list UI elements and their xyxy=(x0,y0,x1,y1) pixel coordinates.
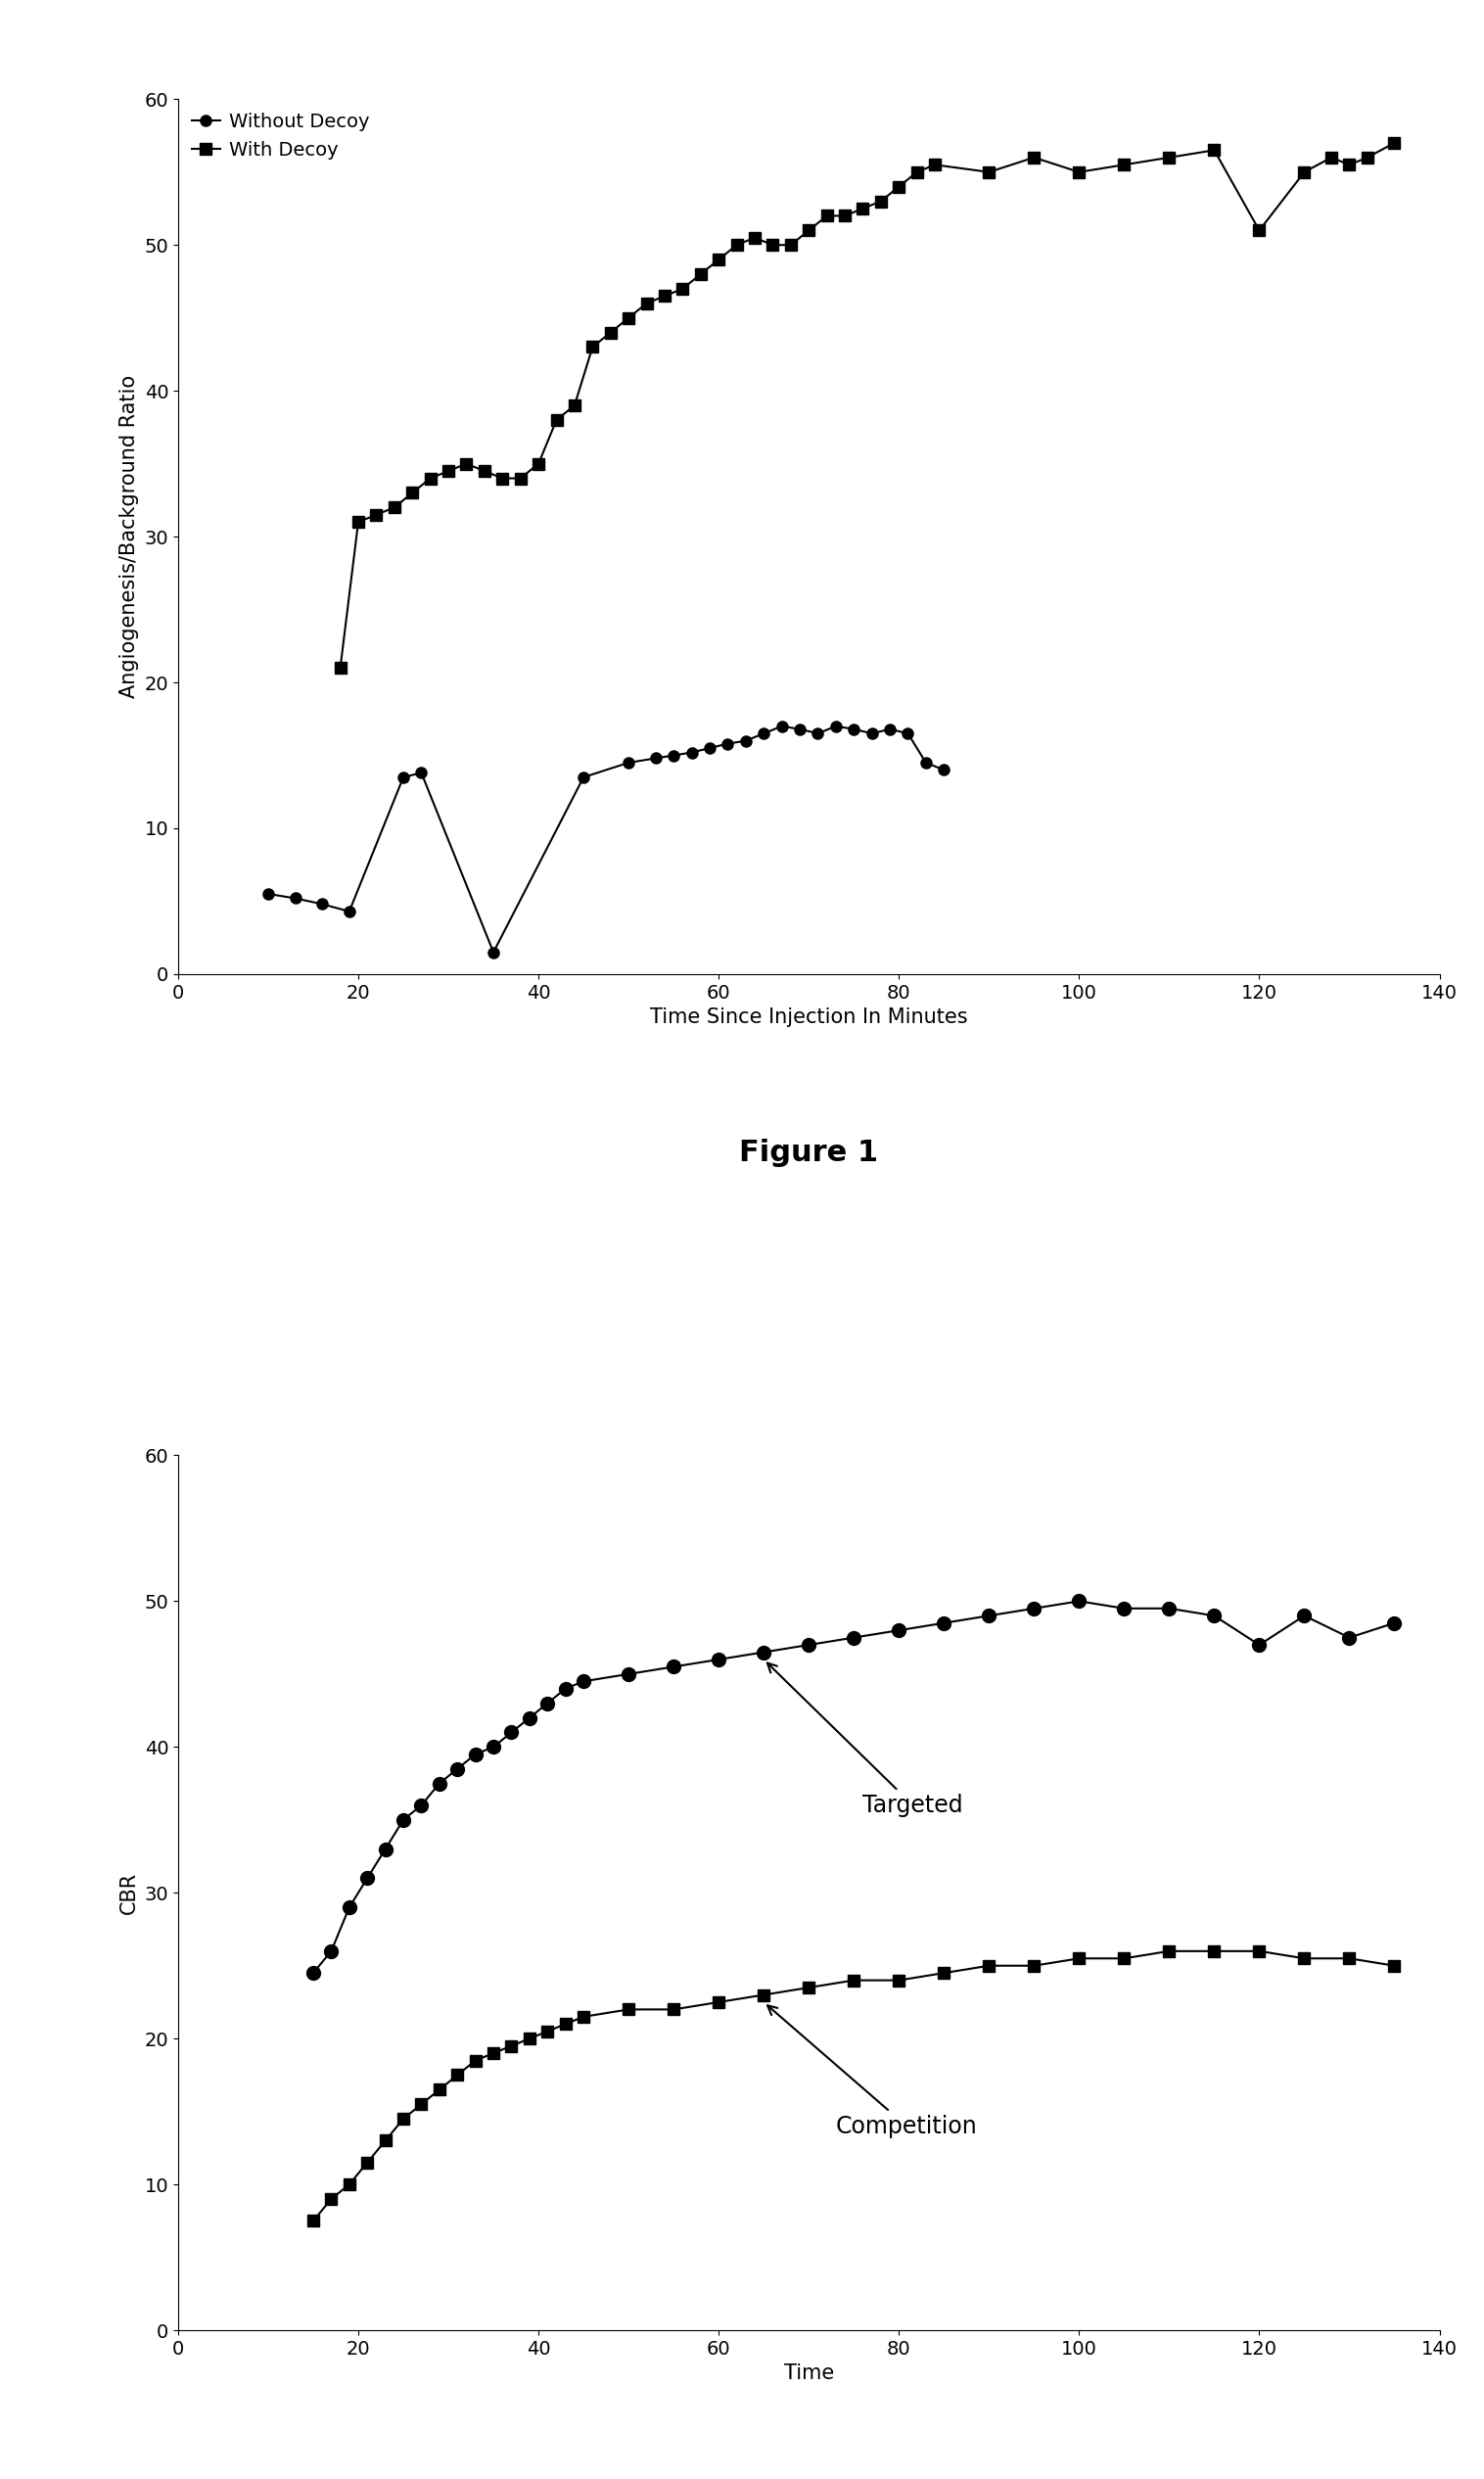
Title: Figure 1: Figure 1 xyxy=(739,1138,879,1168)
With Decoy xyxy=(656,280,674,310)
With Decoy xyxy=(818,201,835,231)
With Decoy xyxy=(331,652,349,682)
With Decoy xyxy=(1386,129,1404,159)
With Decoy xyxy=(873,186,890,216)
With Decoy xyxy=(620,302,638,332)
With Decoy xyxy=(386,493,404,523)
With Decoy xyxy=(1358,144,1376,174)
Without Decoy xyxy=(917,749,935,778)
Without Decoy xyxy=(340,897,358,927)
Without Decoy xyxy=(665,741,683,771)
With Decoy xyxy=(565,392,583,421)
With Decoy xyxy=(1070,156,1088,186)
With Decoy xyxy=(457,449,475,478)
Legend: Without Decoy, With Decoy: Without Decoy, With Decoy xyxy=(184,104,377,166)
With Decoy xyxy=(746,223,764,253)
Without Decoy xyxy=(260,880,278,910)
Line: Without Decoy: Without Decoy xyxy=(263,721,950,957)
With Decoy xyxy=(512,464,530,493)
With Decoy xyxy=(835,201,853,231)
With Decoy xyxy=(1116,149,1134,178)
With Decoy xyxy=(890,171,908,201)
Without Decoy xyxy=(286,883,304,912)
With Decoy xyxy=(638,288,656,317)
Without Decoy xyxy=(844,714,862,744)
With Decoy xyxy=(530,449,548,478)
With Decoy xyxy=(908,156,926,186)
With Decoy xyxy=(1296,156,1313,186)
Without Decoy xyxy=(700,734,718,764)
With Decoy xyxy=(727,231,745,260)
With Decoy xyxy=(1025,144,1043,174)
With Decoy xyxy=(548,404,565,434)
Without Decoy xyxy=(755,719,773,749)
With Decoy xyxy=(800,216,818,245)
With Decoy xyxy=(439,456,457,486)
Text: Targeted: Targeted xyxy=(767,1663,963,1817)
Without Decoy xyxy=(718,729,736,759)
Without Decoy xyxy=(574,764,592,793)
With Decoy xyxy=(926,149,944,178)
Without Decoy xyxy=(647,744,665,773)
Without Decoy xyxy=(862,719,880,749)
With Decoy xyxy=(1340,149,1358,178)
Without Decoy xyxy=(484,937,502,967)
Y-axis label: CBR: CBR xyxy=(119,1872,139,1914)
Without Decoy xyxy=(620,749,638,778)
With Decoy xyxy=(674,273,692,302)
X-axis label: Time: Time xyxy=(784,2365,834,2382)
With Decoy xyxy=(853,193,871,223)
Without Decoy xyxy=(683,739,700,768)
Without Decoy xyxy=(413,759,430,788)
With Decoy xyxy=(1160,144,1178,174)
With Decoy xyxy=(368,501,386,531)
Text: Competition: Competition xyxy=(767,2006,978,2137)
With Decoy xyxy=(709,245,727,275)
Line: With Decoy: With Decoy xyxy=(335,136,1399,674)
Without Decoy xyxy=(395,764,413,793)
With Decoy xyxy=(421,464,439,493)
Y-axis label: Angiogenesis/Background Ratio: Angiogenesis/Background Ratio xyxy=(119,374,139,699)
Without Decoy xyxy=(313,890,331,920)
With Decoy xyxy=(1251,216,1269,245)
With Decoy xyxy=(782,231,800,260)
With Decoy xyxy=(404,478,421,508)
Without Decoy xyxy=(773,711,791,741)
Without Decoy xyxy=(791,714,809,744)
With Decoy xyxy=(475,456,493,486)
Without Decoy xyxy=(827,711,844,741)
With Decoy xyxy=(979,156,997,186)
With Decoy xyxy=(349,508,367,538)
Without Decoy xyxy=(899,719,917,749)
With Decoy xyxy=(1322,144,1340,174)
X-axis label: Time Since Injection In Minutes: Time Since Injection In Minutes xyxy=(650,1006,968,1026)
Without Decoy xyxy=(935,756,953,786)
With Decoy xyxy=(764,231,782,260)
With Decoy xyxy=(601,317,619,347)
Without Decoy xyxy=(736,726,754,756)
Without Decoy xyxy=(809,719,827,749)
With Decoy xyxy=(583,332,601,362)
Without Decoy xyxy=(881,714,899,744)
With Decoy xyxy=(692,260,709,290)
With Decoy xyxy=(1205,136,1223,166)
With Decoy xyxy=(494,464,512,493)
